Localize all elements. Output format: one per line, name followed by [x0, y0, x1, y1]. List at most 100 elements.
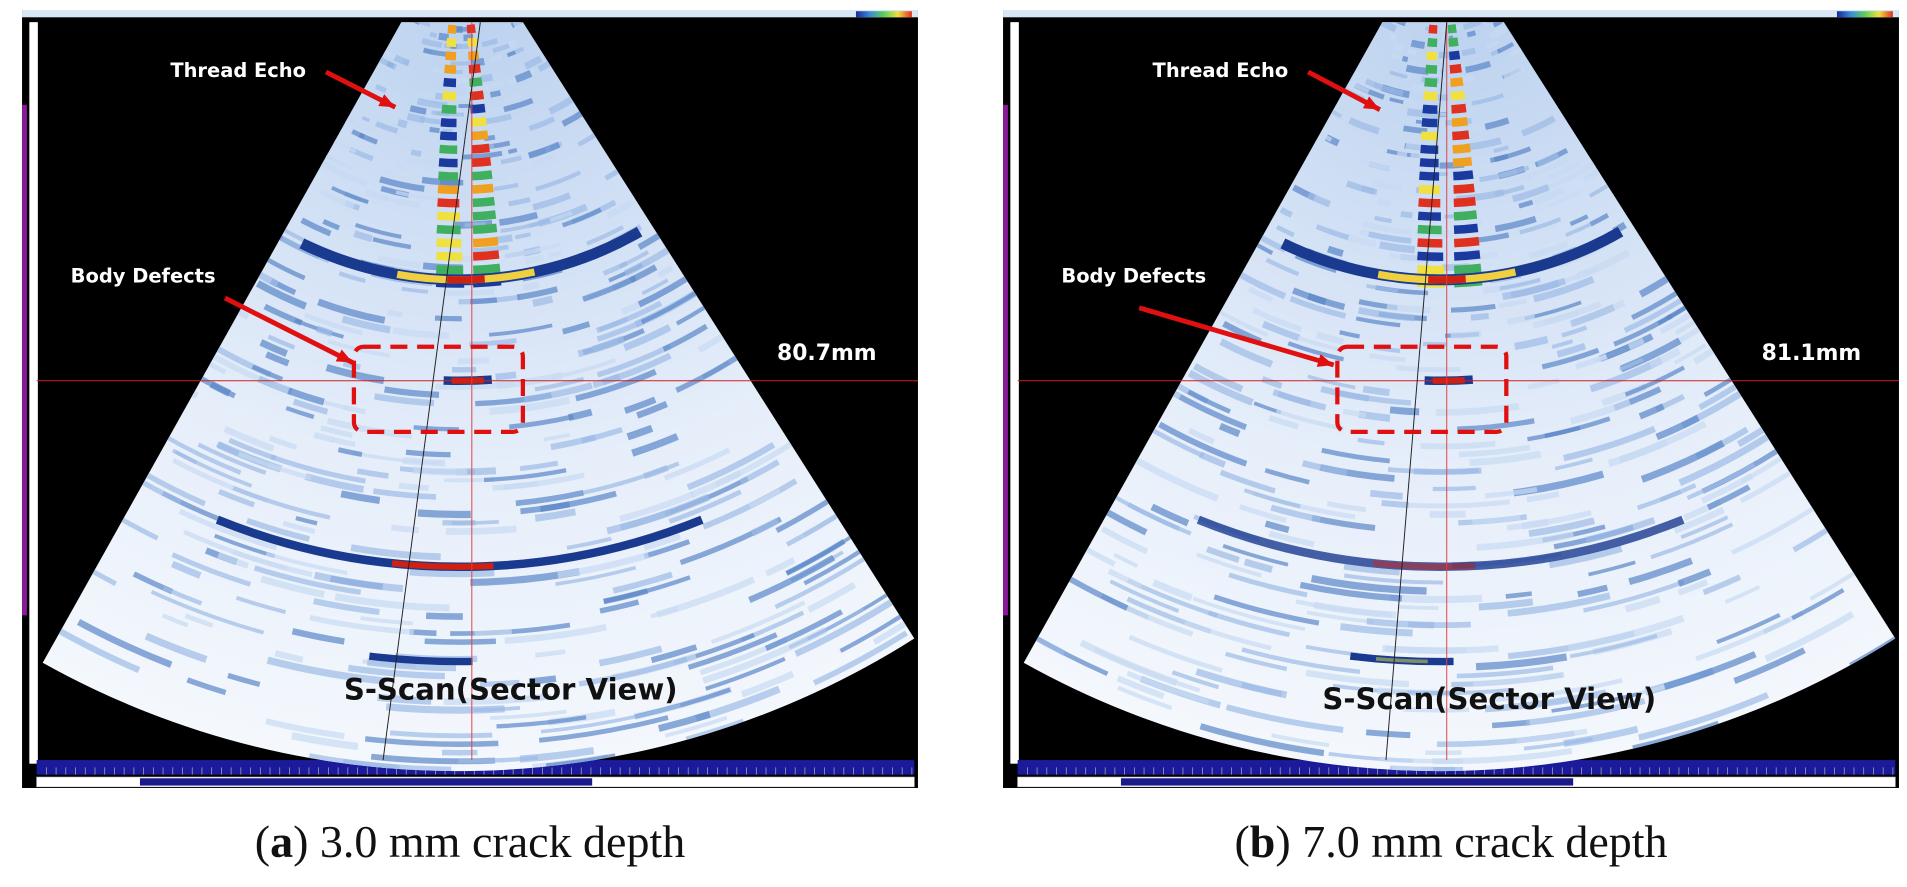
speckle-arc	[561, 207, 602, 228]
speckle-arc	[1310, 574, 1427, 595]
speckle-arc	[1410, 153, 1441, 160]
speckle-arc	[218, 489, 255, 508]
thread-echo	[471, 130, 489, 141]
speckle-arc	[232, 549, 313, 578]
speckle-arc	[1340, 623, 1413, 637]
speckle-arc	[567, 408, 593, 421]
speckle-arc	[292, 398, 329, 415]
speckle-arc	[1532, 248, 1548, 258]
speckle-arc	[469, 338, 517, 347]
speckle-arc	[1107, 568, 1143, 589]
speckle-arc	[457, 357, 490, 365]
speckle	[1023, 22, 1896, 772]
speckle-arc	[1473, 675, 1542, 687]
speckle-arc	[1306, 192, 1331, 208]
view-label: S-Scan(Sector View)	[344, 672, 678, 706]
speckle-arc	[1239, 504, 1287, 523]
speckle-arc	[223, 425, 275, 452]
body-defects-label: Body Defects	[1061, 264, 1206, 287]
speckle-arc	[1724, 585, 1761, 604]
speckle-arc	[435, 380, 514, 390]
thread-echo-label: Thread Echo	[1153, 59, 1289, 82]
speckle-arc	[1663, 651, 1757, 690]
beam-line	[382, 22, 481, 761]
speckle-arc	[396, 198, 421, 209]
speckle-arc	[1339, 330, 1360, 339]
speckle-arc	[1387, 122, 1400, 130]
speckle-arc	[1265, 257, 1300, 277]
speckle-arc	[425, 612, 463, 620]
speckle-arc	[503, 241, 561, 259]
speckle-arc	[1501, 93, 1526, 107]
speckle-arc	[374, 393, 435, 407]
thread-echo	[1417, 265, 1445, 275]
speckle-arc	[550, 434, 597, 451]
speckle-arc	[488, 323, 553, 337]
color-legend	[855, 11, 912, 18]
speckle-arc	[1636, 489, 1682, 511]
speckle-arc	[1358, 307, 1415, 322]
speckle-arc	[360, 616, 413, 626]
speckle-arc	[431, 110, 464, 117]
speckle-arc	[1534, 90, 1550, 102]
speckle-arc	[1519, 217, 1562, 235]
speckle-arc	[1450, 330, 1482, 340]
speckle-arc	[1405, 64, 1429, 75]
speckle-arc	[1466, 30, 1477, 38]
speckle-arc	[409, 568, 495, 578]
speckle-arc	[1502, 279, 1560, 301]
speckle-arc	[1478, 598, 1534, 611]
thread-echo	[444, 64, 457, 74]
speckle-arc	[1567, 614, 1685, 652]
speckle-arc	[528, 116, 556, 132]
speckle-arc	[480, 73, 494, 83]
speckle-arc	[1196, 552, 1262, 578]
speckle-arc	[1470, 312, 1490, 321]
speckle-arc	[668, 489, 742, 524]
speckle-arc	[354, 222, 402, 239]
speckle-arc	[389, 730, 493, 739]
speckle-arc	[1849, 612, 1896, 667]
speckle-arc	[1677, 579, 1709, 596]
speckle-arc	[527, 141, 561, 159]
speckle-arc	[623, 324, 672, 351]
speckle-arc	[562, 321, 591, 335]
thread-echo	[470, 103, 486, 114]
speckle-arc	[1401, 55, 1409, 63]
speckle-arc	[395, 163, 406, 171]
speckle-arc	[1187, 389, 1231, 414]
speckle-arc	[417, 509, 471, 519]
speckle-arc	[186, 677, 227, 696]
speckle-arc	[76, 619, 173, 668]
thread-echo	[1453, 263, 1482, 275]
speckle-arc	[1432, 485, 1476, 492]
speckle-arc	[274, 650, 304, 663]
speckle-arc	[340, 490, 381, 504]
speckle-arc	[319, 189, 355, 209]
speckle-arc	[317, 298, 386, 324]
speckle-arc	[313, 598, 380, 616]
speckle-arc	[1368, 231, 1412, 244]
thread-echo	[470, 117, 487, 127]
left-ruler	[1003, 104, 1008, 616]
speckle-arc	[598, 316, 629, 332]
thread-echo	[1453, 223, 1479, 235]
speckle-arc	[353, 230, 373, 242]
speckle-arc	[1677, 568, 1712, 587]
speckle-arc	[1299, 581, 1402, 602]
speckle-arc	[463, 34, 474, 42]
arrow-head	[335, 349, 353, 363]
speckle-arc	[246, 517, 310, 542]
speckle-arc	[268, 435, 298, 450]
thread-echo	[472, 210, 497, 221]
speckle-arc	[429, 32, 438, 38]
speckle-arc	[1526, 491, 1560, 503]
thread-echo-label: Thread Echo	[170, 59, 306, 82]
speckle-arc	[1491, 719, 1530, 729]
thread-echo	[439, 131, 457, 141]
speckle-arc	[253, 565, 362, 595]
arrow-shaft	[1138, 305, 1335, 368]
speckle-arc	[464, 222, 486, 228]
thread-echo	[436, 265, 464, 275]
speckle-arc	[377, 693, 432, 705]
